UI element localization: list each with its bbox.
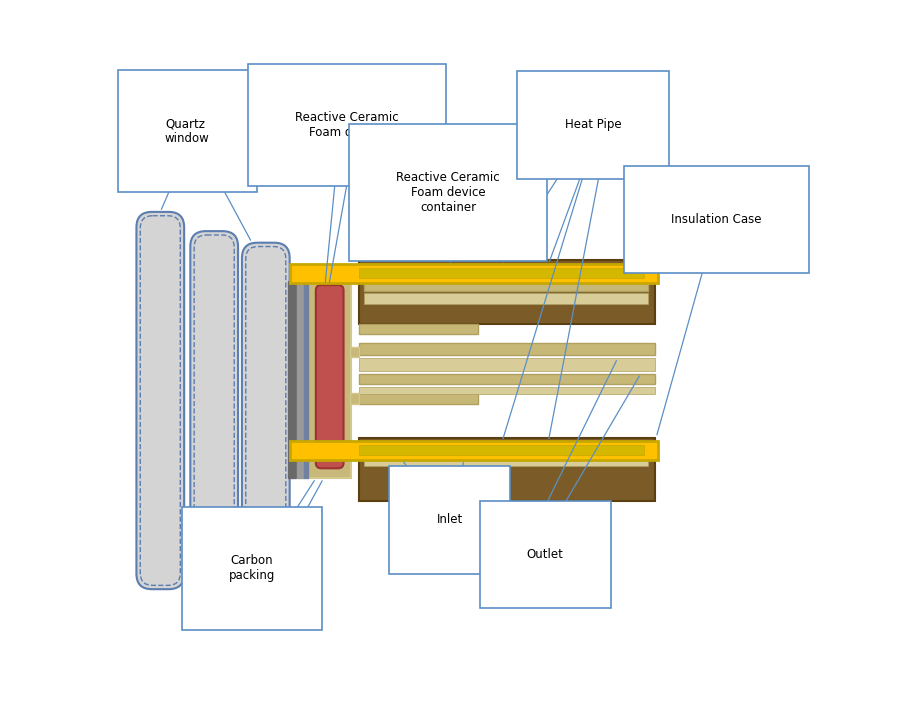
- Bar: [359, 445, 644, 455]
- Bar: [364, 455, 649, 466]
- Bar: [359, 358, 655, 370]
- Bar: [359, 268, 644, 278]
- Text: Quartz
window: Quartz window: [165, 117, 210, 145]
- Bar: [364, 293, 649, 304]
- Text: Heat Pipe: Heat Pipe: [564, 118, 621, 132]
- Text: Carbon
packing: Carbon packing: [229, 554, 275, 583]
- Bar: [304, 281, 308, 477]
- Text: Inlet: Inlet: [437, 513, 463, 527]
- Bar: [359, 324, 478, 334]
- Bar: [350, 393, 359, 404]
- FancyBboxPatch shape: [316, 285, 344, 468]
- Bar: [359, 387, 655, 395]
- Bar: [359, 343, 655, 355]
- Text: Insulation Case: Insulation Case: [671, 213, 762, 226]
- Text: Outlet: Outlet: [527, 548, 563, 561]
- Bar: [364, 280, 649, 291]
- Bar: [289, 281, 296, 477]
- Bar: [359, 260, 655, 324]
- Text: Reactive Ceramic
Foam device: Reactive Ceramic Foam device: [295, 111, 399, 139]
- Bar: [289, 264, 658, 283]
- Bar: [298, 281, 303, 477]
- Bar: [289, 441, 658, 460]
- Bar: [359, 373, 655, 385]
- FancyBboxPatch shape: [242, 243, 289, 559]
- FancyBboxPatch shape: [136, 212, 184, 589]
- Bar: [359, 393, 478, 404]
- Bar: [308, 276, 351, 479]
- Text: Reactive Ceramic
Foam device
container: Reactive Ceramic Foam device container: [396, 171, 500, 214]
- Bar: [359, 438, 655, 501]
- Bar: [350, 346, 359, 358]
- Bar: [364, 441, 649, 453]
- FancyBboxPatch shape: [190, 231, 238, 570]
